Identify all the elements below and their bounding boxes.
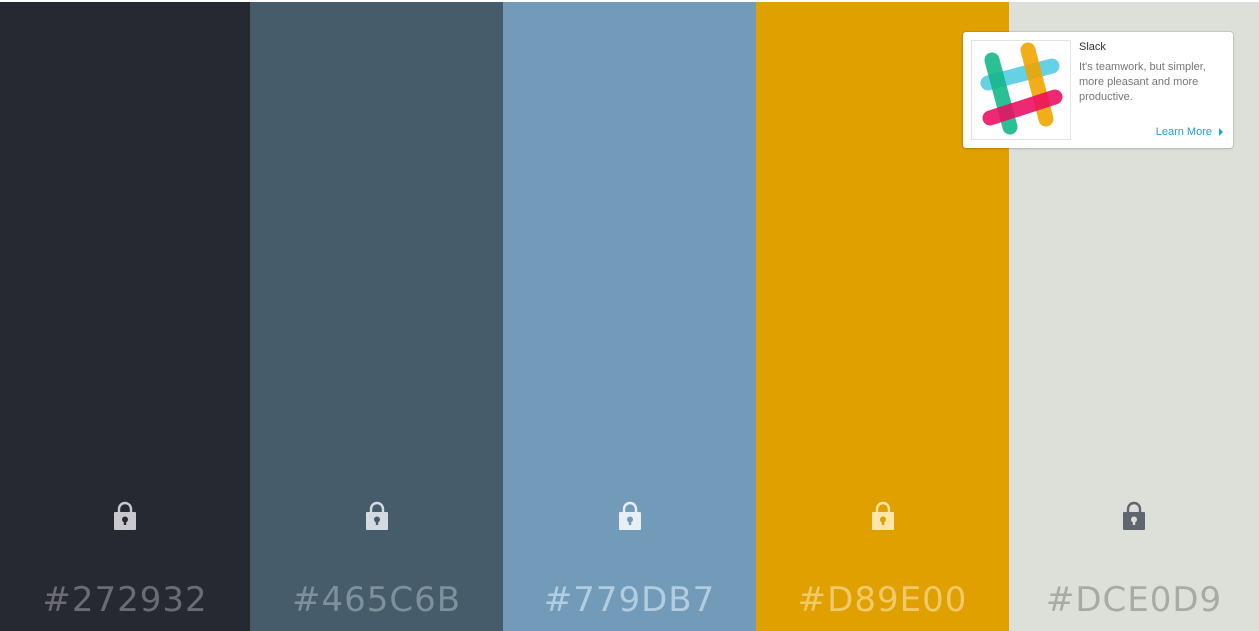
hex-code-label[interactable]: #272932 bbox=[42, 580, 208, 620]
hex-code-label[interactable]: #DCE0D9 bbox=[1045, 580, 1223, 620]
lock-icon[interactable] bbox=[871, 499, 895, 531]
caret-right-icon bbox=[1219, 128, 1223, 136]
hex-code-label[interactable]: #779DB7 bbox=[543, 580, 716, 620]
slack-logo-icon bbox=[980, 42, 1063, 135]
color-swatch-1[interactable]: #272932 bbox=[0, 2, 250, 631]
lock-icon[interactable] bbox=[113, 499, 137, 531]
sponsored-ad-card[interactable]: Slack It's teamwork, but simpler, more p… bbox=[963, 32, 1233, 148]
lock-icon[interactable] bbox=[618, 499, 642, 531]
learn-more-link[interactable]: Learn More bbox=[1156, 126, 1223, 138]
lock-icon[interactable] bbox=[365, 499, 389, 531]
learn-more-label: Learn More bbox=[1155, 126, 1212, 138]
color-swatch-4[interactable]: #D89E00 bbox=[756, 2, 1009, 631]
color-swatch-3[interactable]: #779DB7 bbox=[503, 2, 756, 631]
ad-logo-frame[interactable] bbox=[971, 40, 1071, 140]
ad-description: It's teamwork, but simpler, more pleasan… bbox=[1079, 61, 1206, 103]
ad-title[interactable]: Slack bbox=[1079, 41, 1106, 53]
hex-code-label[interactable]: #D89E00 bbox=[797, 580, 968, 620]
hex-code-label[interactable]: #465C6B bbox=[291, 580, 462, 620]
color-swatch-2[interactable]: #465C6B bbox=[250, 2, 503, 631]
lock-icon[interactable] bbox=[1122, 499, 1146, 531]
